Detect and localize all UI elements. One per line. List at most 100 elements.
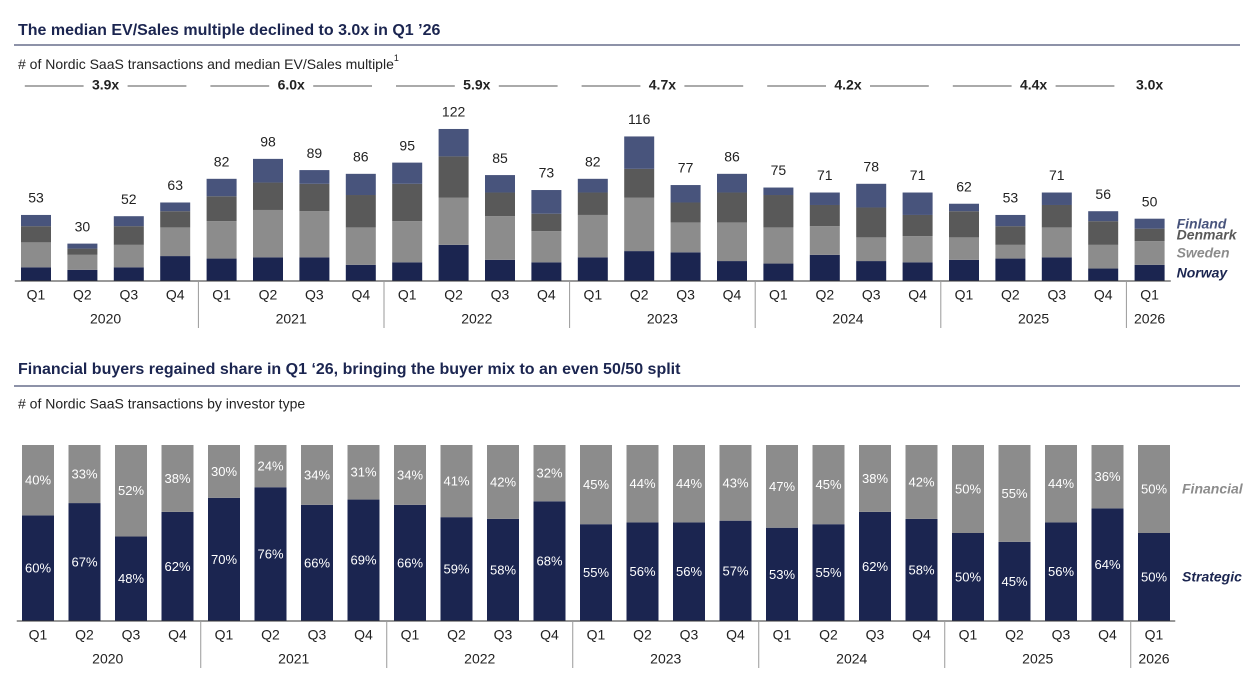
value-label: 53% [769, 567, 795, 582]
legend-label: Denmark [1177, 227, 1238, 243]
value-label: 66% [304, 555, 330, 570]
bar-segment [809, 226, 840, 255]
bar-segment [1088, 244, 1119, 269]
x-tick-label: Q3 [491, 287, 510, 303]
bar-segment [859, 511, 891, 621]
bar-segment [392, 221, 423, 263]
bar-segment [533, 501, 566, 621]
value-label: 40% [25, 473, 51, 488]
value-label: 56% [1048, 564, 1074, 579]
bar-segment [719, 520, 752, 621]
x-tick-label: Q2 [1005, 627, 1024, 643]
x-group-label: 2022 [464, 651, 495, 667]
bar-segment [1088, 211, 1119, 222]
x-tick-label: Q4 [351, 287, 370, 303]
bar-segment [254, 487, 287, 621]
multiple-label: 4.7x [649, 77, 676, 93]
value-label: 32% [536, 466, 562, 481]
x-group-label: 2020 [90, 311, 121, 327]
x-tick-label: Q4 [540, 627, 559, 643]
value-label: 45% [1001, 574, 1027, 589]
bar-segment [670, 202, 701, 223]
value-label: 44% [676, 476, 702, 491]
total-label: 86 [353, 149, 369, 165]
x-tick-label: Q1 [401, 627, 420, 643]
bar-segment [347, 445, 380, 500]
x-tick-label: Q2 [261, 627, 280, 643]
value-label: 52% [118, 483, 144, 498]
value-label: 67% [71, 554, 97, 569]
x-group-label: 2021 [278, 651, 309, 667]
x-group-label: 2026 [1134, 311, 1165, 327]
bar-segment [22, 445, 54, 516]
value-label: 55% [583, 565, 609, 580]
x-tick-label: Q4 [168, 627, 187, 643]
bar-segment [717, 192, 747, 223]
bar-segment [347, 499, 380, 621]
x-tick-label: Q3 [308, 627, 327, 643]
bar-segment [856, 207, 887, 238]
multiple-label: 4.4x [1020, 77, 1047, 93]
legend-label: Financial [1182, 481, 1244, 497]
total-label: 53 [28, 190, 44, 206]
bar-segment [719, 445, 752, 521]
bar-segment [717, 261, 747, 281]
value-label: 59% [443, 562, 469, 577]
bar-segment [577, 214, 608, 258]
bar-segment [766, 527, 798, 621]
bar-segment [1134, 228, 1165, 242]
bar-segment [485, 192, 515, 217]
bar-segment [949, 237, 979, 260]
bar-segment [161, 445, 194, 512]
bar-segment [766, 445, 798, 528]
bar-segment [113, 267, 144, 281]
value-label: 70% [211, 552, 237, 567]
bar-segment [253, 209, 283, 258]
x-group-label: 2023 [647, 311, 678, 327]
subtitle-text: # of Nordic SaaS transactions and median… [18, 56, 394, 72]
bar-segment [67, 248, 98, 255]
bar-segment [531, 213, 562, 232]
x-tick-label: Q4 [354, 627, 373, 643]
bar-segment [949, 203, 979, 212]
bar-segment [580, 445, 612, 525]
bar-segment [856, 183, 887, 208]
x-tick-label: Q3 [1052, 627, 1071, 643]
bar-segment [345, 195, 376, 228]
value-label: 50% [955, 569, 981, 584]
bar-segment [1045, 522, 1077, 621]
value-label: 34% [304, 467, 330, 482]
bar-segment [21, 226, 51, 243]
bar-segment [1041, 192, 1072, 205]
bar-segment [1134, 218, 1165, 229]
bar-segment [253, 257, 283, 281]
bar-segment [301, 445, 333, 505]
x-tick-label: Q2 [819, 627, 838, 643]
value-label: 36% [1094, 469, 1120, 484]
bar-segment [809, 192, 840, 205]
value-label: 24% [257, 459, 283, 474]
bar-segment [995, 258, 1026, 281]
bar-segment [485, 216, 515, 260]
x-tick-label: Q1 [212, 287, 231, 303]
bar-segment [673, 445, 705, 523]
bar-segment [1088, 221, 1119, 245]
bar-segment [995, 214, 1026, 227]
bar-segment [717, 222, 747, 262]
x-group-label: 2023 [650, 651, 681, 667]
bar-segment [763, 263, 794, 281]
chart-subtitle: # of Nordic SaaS transactions by investo… [18, 396, 305, 412]
total-label: 56 [1095, 186, 1111, 202]
total-label: 95 [399, 137, 415, 153]
bar-segment [68, 445, 101, 504]
bar-segment [673, 522, 705, 621]
value-label: 34% [397, 467, 423, 482]
bar-segment [670, 185, 701, 203]
total-label: 73 [539, 165, 555, 181]
multiple-label: 3.0x [1136, 77, 1163, 93]
bar-segment [487, 518, 519, 621]
bar-segment [809, 204, 840, 227]
value-label: 55% [1001, 486, 1027, 501]
bar-segment [115, 536, 147, 621]
